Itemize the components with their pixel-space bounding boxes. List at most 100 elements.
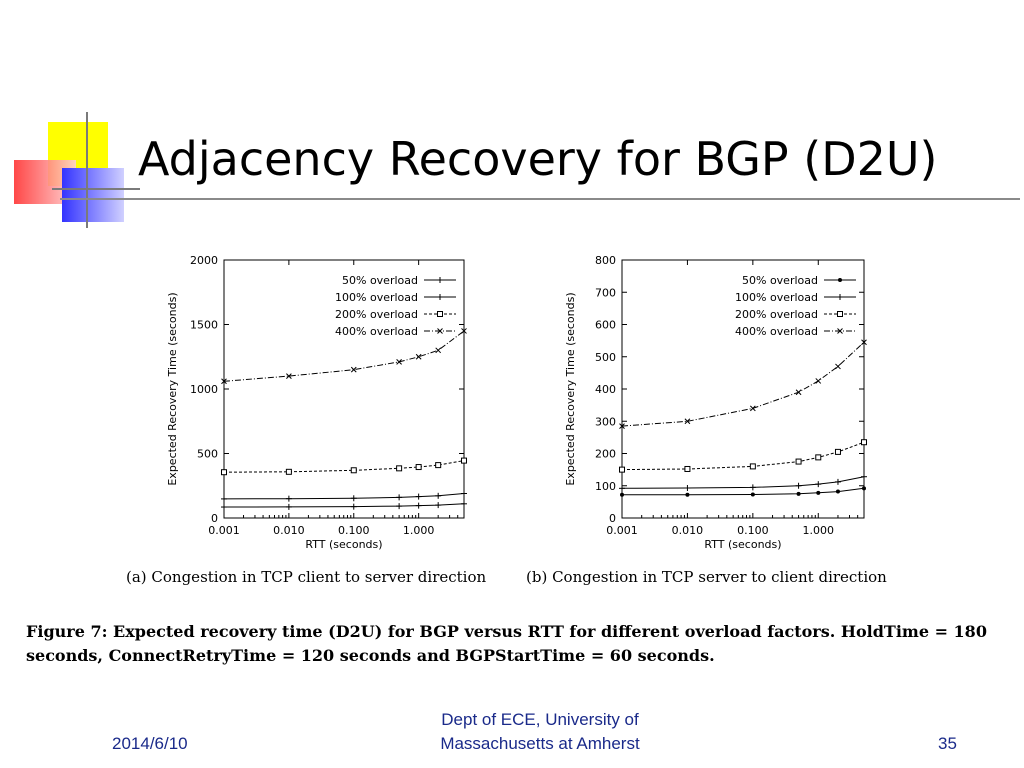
series-line <box>621 476 865 489</box>
data-point <box>415 493 422 500</box>
y-axis-label: Expected Recovery Time (seconds) <box>166 292 179 485</box>
data-point <box>619 466 625 473</box>
data-point <box>685 492 690 497</box>
data-point <box>684 485 691 492</box>
series-line <box>622 487 865 496</box>
x-tick-label: 0.010 <box>672 524 704 537</box>
data-point <box>835 489 840 494</box>
data-point <box>350 495 357 502</box>
title-divider <box>60 198 1020 200</box>
data-point <box>815 454 822 461</box>
data-point <box>286 373 292 379</box>
data-point <box>396 494 403 501</box>
legend-marker <box>838 278 842 282</box>
legend-entry: 50% overload <box>742 274 818 287</box>
data-point <box>795 458 802 465</box>
data-point <box>435 492 442 499</box>
legend-entry: 100% overload <box>735 291 818 304</box>
y-tick-label: 700 <box>595 286 616 299</box>
x-tick-label: 0.100 <box>338 524 370 537</box>
data-point <box>285 503 292 510</box>
figure-caption: Figure 7: Expected recovery time (D2U) f… <box>26 622 987 665</box>
data-point <box>221 469 227 476</box>
y-tick-label: 600 <box>595 319 616 332</box>
data-point <box>350 503 357 510</box>
data-point <box>749 484 756 491</box>
y-tick-label: 100 <box>595 480 616 493</box>
data-point <box>835 363 841 370</box>
data-point <box>816 490 821 495</box>
deco-horizontal-line <box>52 188 140 190</box>
data-point <box>435 502 442 509</box>
y-tick-label: 400 <box>595 383 616 396</box>
y-tick-label: 0 <box>211 512 218 525</box>
data-point <box>619 423 625 429</box>
legend-marker <box>837 294 843 300</box>
data-point <box>862 486 866 491</box>
subcaption-b: (b) Congestion in TCP server to client d… <box>526 568 887 586</box>
data-point <box>861 339 867 346</box>
legend-entry: 400% overload <box>735 325 818 338</box>
y-tick-label: 500 <box>595 351 616 364</box>
data-point <box>396 465 403 472</box>
data-point <box>350 366 357 373</box>
footer-date: 2014/6/10 <box>112 734 188 753</box>
data-point <box>834 478 841 485</box>
data-point <box>749 463 756 470</box>
data-point <box>861 439 867 446</box>
x-tick-label: 0.100 <box>737 524 769 537</box>
legend-marker <box>437 294 443 300</box>
data-point <box>415 464 422 471</box>
y-axis-label: Expected Recovery Time (seconds) <box>564 292 577 485</box>
data-point <box>435 462 442 469</box>
data-point <box>750 492 755 497</box>
legend-marker <box>437 277 443 283</box>
deco-blue-square <box>62 168 124 222</box>
series-line <box>621 341 865 427</box>
legend-marker <box>437 311 443 317</box>
data-point <box>221 504 227 511</box>
data-point <box>684 418 691 425</box>
y-tick-label: 200 <box>595 448 616 461</box>
data-point <box>796 491 801 496</box>
data-point <box>221 495 227 502</box>
legend-entry: 400% overload <box>335 325 418 338</box>
x-axis-label: RTT (seconds) <box>305 538 382 551</box>
x-tick-label: 0.001 <box>208 524 240 537</box>
x-axis-label: RTT (seconds) <box>704 538 781 551</box>
y-tick-label: 0 <box>609 512 616 525</box>
data-point <box>795 482 802 489</box>
data-point <box>350 467 357 474</box>
series-line <box>223 493 465 500</box>
legend-marker <box>437 328 443 334</box>
legend-entry: 200% overload <box>335 308 418 321</box>
series-line <box>223 330 465 382</box>
legend-marker <box>837 328 843 334</box>
series-line <box>621 441 865 471</box>
data-point <box>795 389 802 396</box>
deco-vertical-line <box>86 112 88 228</box>
data-point <box>435 347 442 354</box>
series-line <box>223 503 465 508</box>
series-line <box>223 460 465 473</box>
data-point <box>684 465 691 472</box>
footer-organization: Dept of ECE, University of Massachusetts… <box>420 708 660 756</box>
x-tick-label: 0.010 <box>273 524 305 537</box>
x-tick-label: 1.000 <box>803 524 835 537</box>
data-point <box>461 328 467 334</box>
data-point <box>461 490 467 497</box>
data-point <box>815 378 822 384</box>
y-tick-label: 2000 <box>190 254 218 267</box>
data-point <box>834 448 841 455</box>
data-point <box>461 500 467 507</box>
x-tick-label: 1.000 <box>403 524 435 537</box>
y-tick-label: 300 <box>595 415 616 428</box>
data-point <box>415 502 422 509</box>
footer-org-line2: Massachusetts at Amherst <box>440 734 640 753</box>
chart-server-to-client: 0 100 200 300 400 500 600 700 800 0.001 0.010 0.100… <box>564 254 867 551</box>
footer-org-line1: Dept of ECE, University of <box>441 710 639 729</box>
y-tick-label: 1000 <box>190 383 218 396</box>
data-point <box>749 405 756 412</box>
subcaption-a: (a) Congestion in TCP client to server d… <box>126 568 487 586</box>
y-tick-label: 500 <box>197 448 218 461</box>
